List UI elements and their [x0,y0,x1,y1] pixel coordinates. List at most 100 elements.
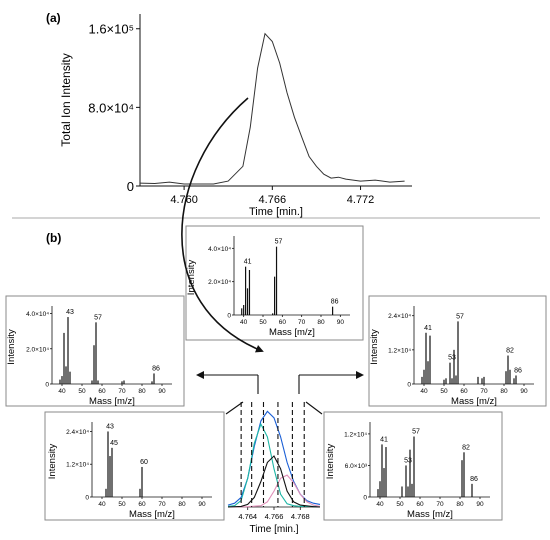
tic-y-label: Total Ion Intensity [59,53,73,146]
spectrum-x-tick-label: 60 [138,501,146,508]
spectrum-y-label: Intensity [369,329,380,365]
spectrum-x-tick-label: 60 [460,388,468,395]
spectrum-center: 0 2.0×10⁴ 4.0×10⁴ 40 50 60 70 80 90 41 57 86 Mass [m… [186,236,350,338]
tic-x-tick-label: 4.760 [170,194,198,206]
spectrum-peak-label: 43 [66,309,74,316]
spectrum-x-tick-label: 70 [298,319,306,326]
spectrum-peak-label: 41 [424,325,432,332]
deconv-x-tick-label: 4.764 [238,512,257,521]
arrow-to-bottom-right-spectrum [305,401,323,415]
spectrum-y-tick-label: 1.2×10⁴ [66,462,89,469]
spectrum-y-tick-label: 0 [227,313,231,320]
spectrum-peak-label: 57 [412,429,420,436]
tic-y-tick-label: 8.0×10⁴ [88,100,134,115]
spectrum-x-tick-label: 40 [376,501,384,508]
panel-label-a: (a) [46,11,61,25]
spectrum-x-label: Mass [m/z] [407,509,453,520]
spectrum-peak-label: 86 [470,476,478,483]
deconv-x-tick-label: 4.766 [265,512,284,521]
spectrum-peak-label: 57 [94,314,102,321]
spectrum-y-tick-label: 1.2×10⁴ [344,431,367,438]
spectrum-right: 0 1.2×10⁴ 2.4×10⁴ 40 50 60 70 80 90 41 53 57 82 86 Mas… [369,306,534,407]
arrow-to-bottom-left-spectrum [225,401,244,415]
spectrum-x-tick-label: 90 [337,319,345,326]
spectrum-peak-label: 53 [448,355,456,362]
spectrum-x-tick-label: 40 [58,388,66,395]
deconv-x-label: Time [min.] [249,524,298,535]
tic-line [139,32,405,185]
spectrum-x-tick-label: 50 [440,388,448,395]
deconv-x-tick-label: 4.768 [291,512,310,521]
spectrum-y-tick-label: 0 [407,382,411,389]
spectrum-x-tick-label: 70 [480,388,488,395]
deconv-line-black [227,455,321,508]
spectrum-y-tick-label: 0 [363,495,367,502]
spectrum-y-tick-label: 2.4×10⁴ [66,429,89,436]
zoom-arrow [181,97,264,353]
spectrum-peak-label: 57 [456,313,464,320]
tic-x-tick-label: 4.772 [347,194,375,206]
spectrum-box-bottom-right [323,411,503,521]
spectrum-x-tick-label: 90 [476,501,484,508]
spectrum-x-tick-label: 40 [98,501,106,508]
spectrum-bottom-right: 0 6.0×10³ 1.2×10⁴ 40 50 60 70 80 90 41 53 57 82 86 Mas… [325,422,490,520]
panel-label-b: (b) [46,231,61,245]
spectrum-peak-label: 60 [140,459,148,466]
spectrum-x-tick-label: 50 [259,319,267,326]
spectrum-x-tick-label: 90 [158,388,166,395]
spectrum-y-label: Intensity [47,444,58,480]
spectrum-left: 0 2.0×10⁴ 4.0×10⁴ 40 50 60 70 80 90 43 57 86 Mass [m… [6,306,172,407]
spectrum-x-tick-label: 40 [420,388,428,395]
spectrum-x-tick-label: 50 [118,501,126,508]
spectrum-peak-label: 82 [506,348,514,355]
spectrum-peak-label: 86 [152,365,160,372]
tic-x-tick-label: 4.766 [259,194,287,206]
spectrum-peak-label: 45 [110,440,118,447]
spectrum-y-tick-label: 4.0×10⁴ [26,311,49,318]
spectrum-y-tick-label: 6.0×10³ [345,463,368,470]
spectrum-x-label: Mass [m/z] [451,396,497,407]
spectrum-x-tick-label: 80 [178,501,186,508]
spectrum-peak-label: 57 [275,239,283,246]
spectrum-y-label: Intensity [186,260,197,296]
spectrum-x-tick-label: 60 [98,388,106,395]
spectrum-y-tick-label: 1.2×10⁴ [388,347,411,354]
spectrum-y-tick-label: 2.0×10⁴ [208,279,231,286]
spectrum-x-tick-label: 80 [456,501,464,508]
spectrum-x-tick-label: 70 [158,501,166,508]
spectrum-y-tick-label: 2.4×10⁴ [388,313,411,320]
spectrum-box-left [5,295,185,407]
spectrum-y-tick-label: 0 [85,495,89,502]
spectrum-peak-label: 86 [331,299,339,306]
spectrum-x-label: Mass [m/z] [269,327,315,338]
spectrum-box-bottom-left [44,411,225,521]
spectrum-peak-label: 41 [380,436,388,443]
spectrum-y-label: Intensity [325,444,336,480]
spectrum-x-tick-label: 80 [500,388,508,395]
tic-chart: 0 8.0×10⁴ 1.6×10⁵ 4.760 4.766 4.772 Time [min.… [59,14,412,218]
spectrum-y-tick-label: 4.0×10⁴ [208,246,231,253]
spectrum-x-tick-label: 70 [436,501,444,508]
spectrum-y-label: Intensity [6,329,17,365]
spectrum-x-tick-label: 50 [396,501,404,508]
spectrum-peak-label: 86 [514,367,522,374]
tic-x-label: Time [min.] [249,206,303,218]
spectrum-x-label: Mass [m/z] [89,396,135,407]
spectrum-x-tick-label: 80 [138,388,146,395]
spectrum-x-tick-label: 80 [317,319,325,326]
spectrum-x-tick-label: 50 [78,388,86,395]
spectrum-x-tick-label: 90 [520,388,528,395]
spectrum-x-tick-label: 90 [198,501,206,508]
tic-y-tick-label: 0 [127,179,134,194]
deconv-line-pink [227,474,321,508]
spectrum-peak-label: 82 [462,444,470,451]
spectrum-x-tick-label: 60 [416,501,424,508]
deconvolution-chart: 4.764 4.766 4.768 Time [min.] [227,402,321,535]
spectrum-peak-label: 43 [106,423,114,430]
spectrum-x-tick-label: 70 [118,388,126,395]
spectrum-x-label: Mass [m/z] [129,509,175,520]
tic-y-tick-label: 1.6×10⁵ [88,22,134,37]
spectrum-y-tick-label: 0 [45,382,49,389]
